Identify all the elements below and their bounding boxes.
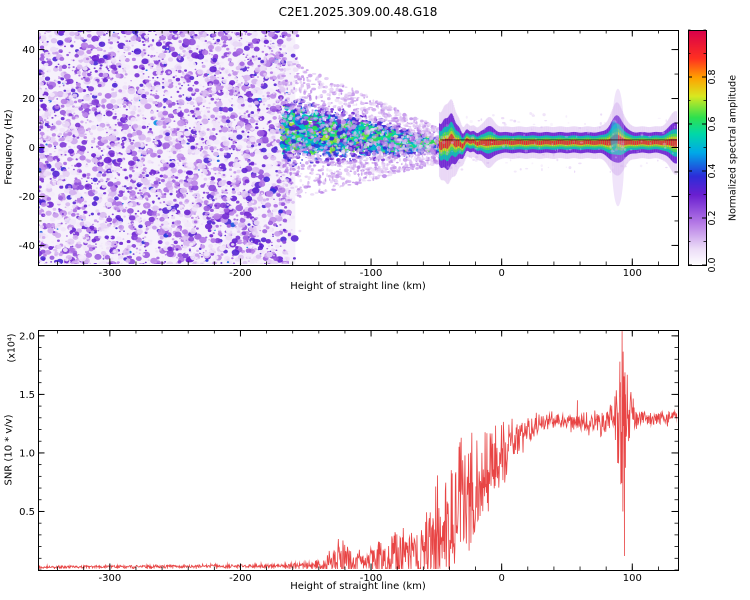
snr-ylabel: SNR (10 * v/v) [3,414,15,486]
spectrogram-ylabel: Frequency (Hz) [3,109,15,185]
y-scale-exponent-label: (x10⁴) [6,333,18,363]
colorbar-label: Normalized spectral amplitude [727,74,739,222]
page-title: C2E1.2025.309.00.48.G18 [278,5,438,19]
snr-xlabel: Height of straight line (km) [290,581,426,592]
spectrogram-xlabel: Height of straight line (km) [290,281,426,292]
